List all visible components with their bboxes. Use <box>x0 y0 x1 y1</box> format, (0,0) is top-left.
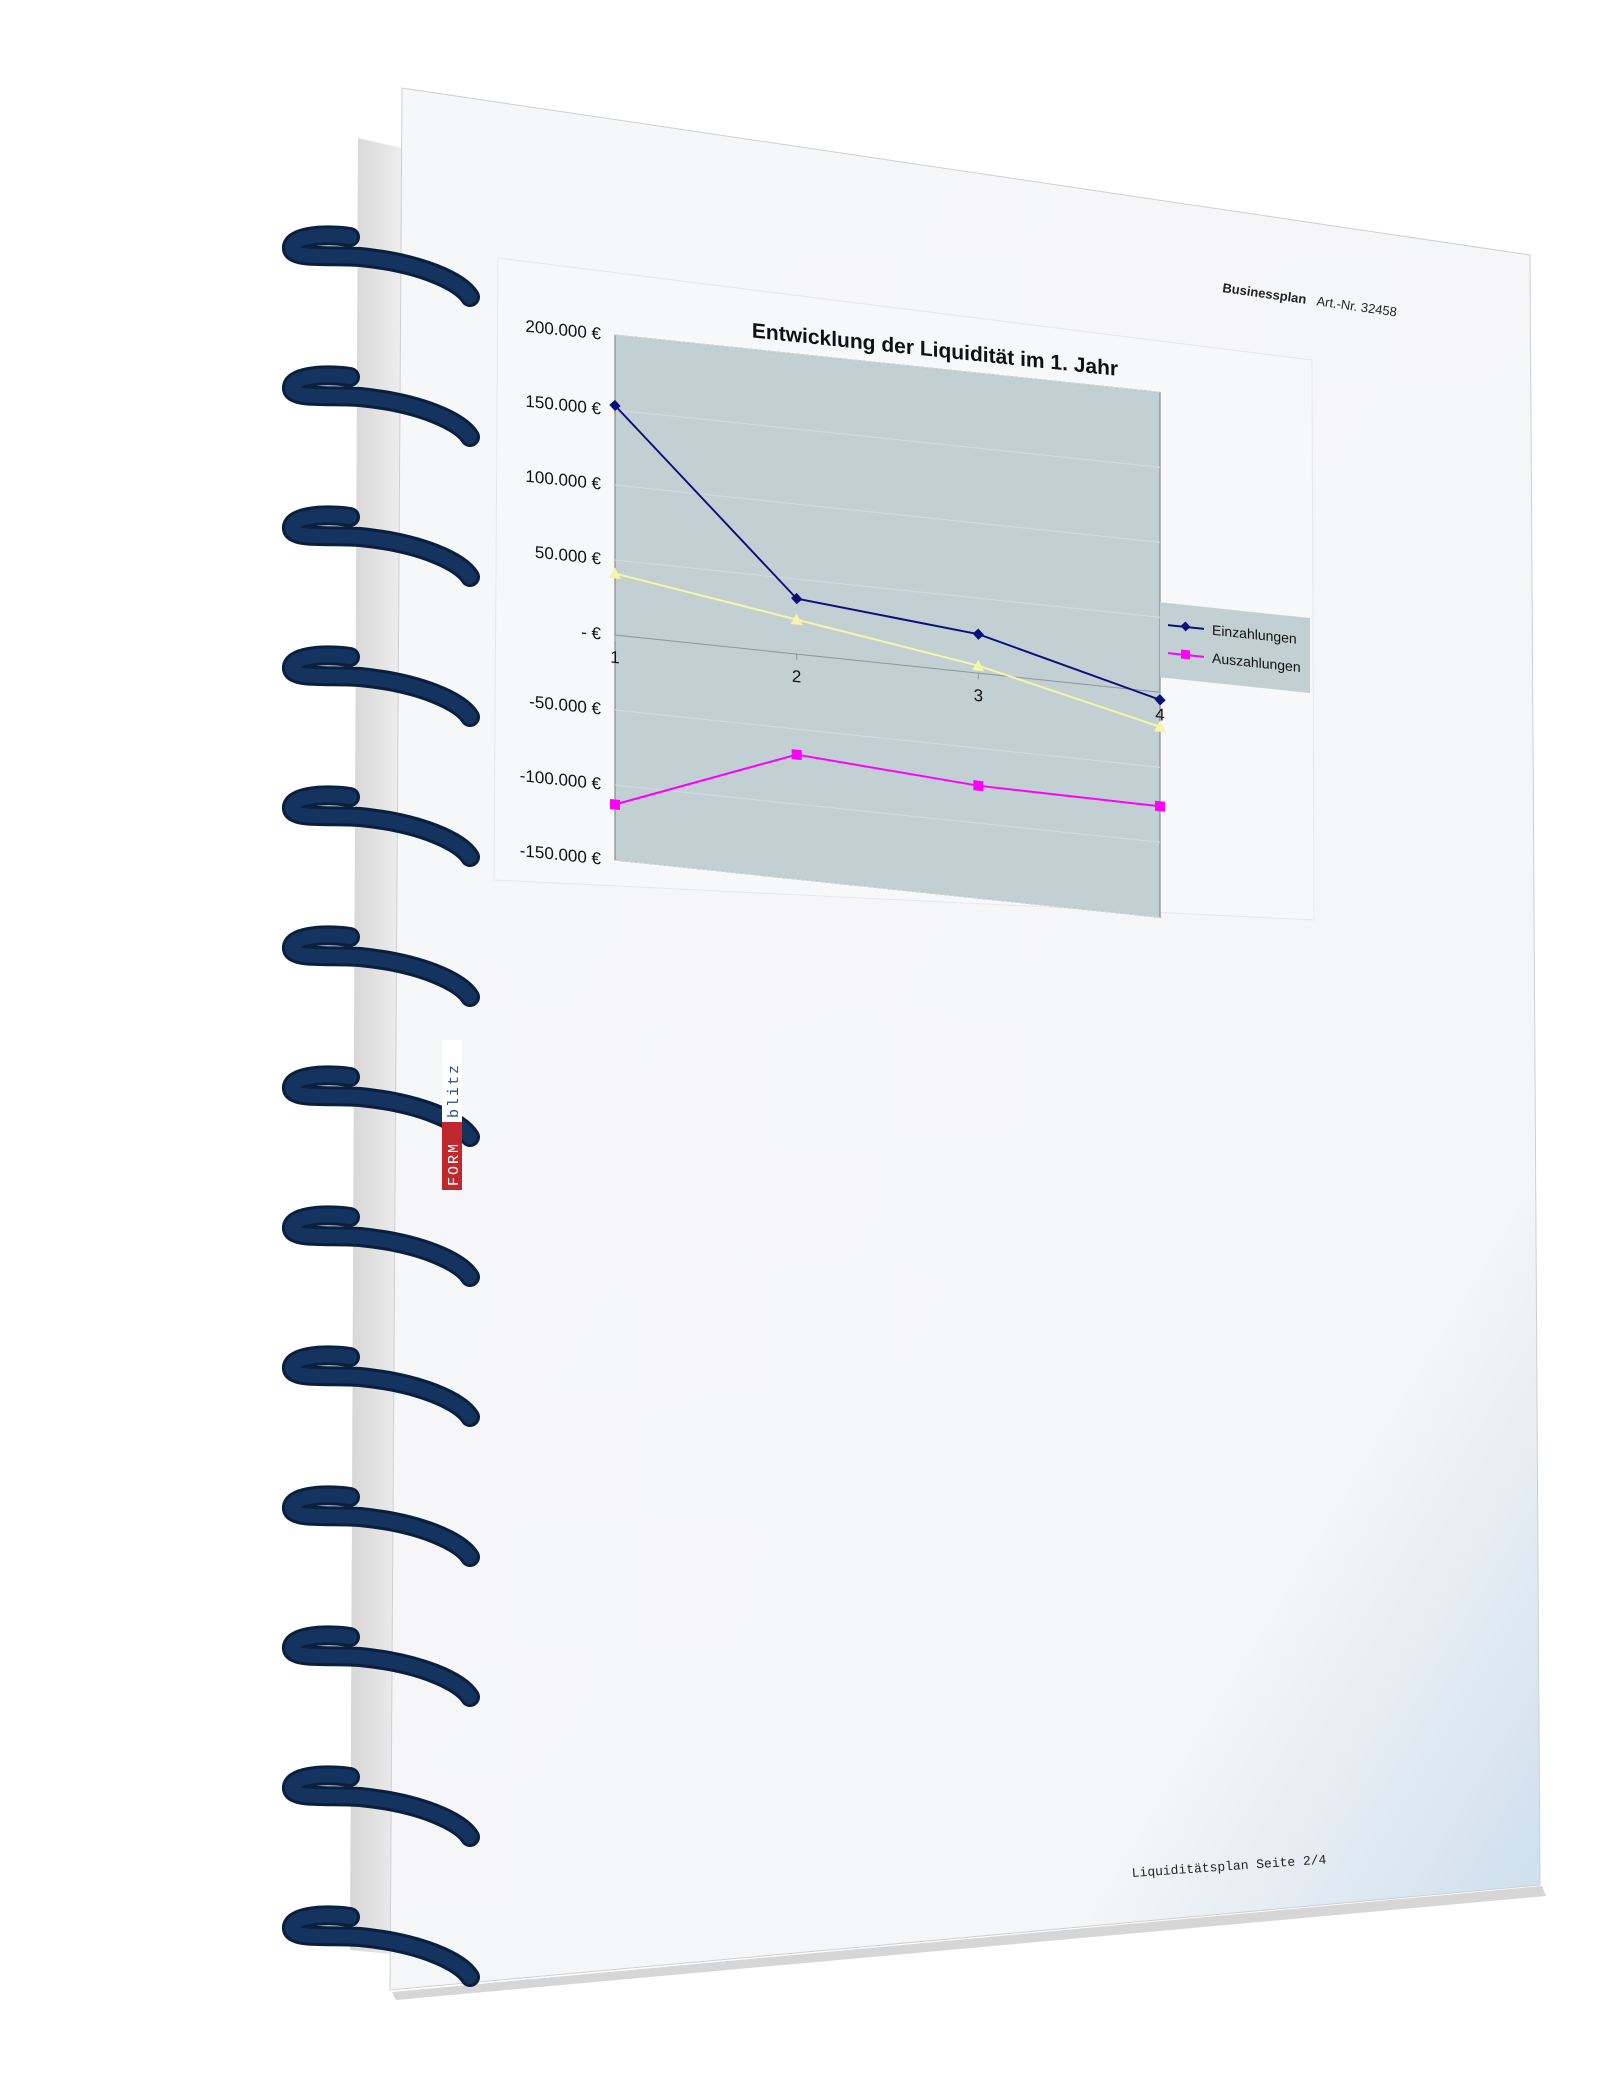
plot-area <box>614 334 1161 918</box>
gridline <box>615 859 1160 918</box>
spiral-binding <box>282 225 480 1987</box>
liquidity-chart: 200.000 €150.000 €100.000 €50.000 €- €-5… <box>520 317 1310 918</box>
gridline <box>615 634 1160 693</box>
spiral-coil-highlight <box>285 1628 477 1704</box>
logo-blitz: blitz <box>446 1063 463 1118</box>
logo-form: FORM <box>446 1142 463 1186</box>
x-tick-label: 1 <box>610 648 619 668</box>
data-point-auszahlungen <box>1155 800 1165 812</box>
back-page <box>350 138 402 1955</box>
legend-marker-diamond-icon <box>1180 621 1191 632</box>
spiral-coil-highlight <box>285 1908 477 1984</box>
spiral-coil-highlight <box>285 928 477 1004</box>
gridline <box>615 784 1160 843</box>
data-point-series-2 <box>790 613 803 626</box>
data-point-auszahlungen <box>791 749 802 761</box>
gridline <box>615 709 1160 768</box>
data-point-einzahlungen <box>791 592 803 605</box>
data-point-series-2 <box>972 659 985 672</box>
gridline <box>615 559 1160 618</box>
formblitz-logo: FORM blitz <box>442 1040 463 1190</box>
data-point-auszahlungen <box>973 780 984 792</box>
gridline <box>615 409 1160 468</box>
gridline <box>615 334 1160 393</box>
spiral-coil-highlight <box>285 1348 477 1424</box>
gridline <box>615 484 1160 543</box>
series-line-series-2 <box>614 572 1161 728</box>
x-tick-label: 2 <box>792 667 801 687</box>
data-point-einzahlungen <box>609 399 621 412</box>
data-point-series-2 <box>1154 720 1166 733</box>
spiral-coil-highlight <box>285 1768 477 1844</box>
spiral-coil-highlight <box>285 648 477 724</box>
series-line-auszahlungen <box>614 753 1161 808</box>
spiral-coil-highlight <box>285 508 477 584</box>
x-tick-label: 3 <box>974 686 983 706</box>
data-point-einzahlungen <box>972 628 984 640</box>
spiral-coil-highlight <box>285 228 477 304</box>
spiral-coil-highlight <box>285 368 477 444</box>
spiral-coil-highlight <box>285 1208 477 1284</box>
legend-marker-square-icon <box>1181 649 1190 660</box>
series-line-einzahlungen <box>614 404 1161 701</box>
y-tick-label: - € <box>581 622 601 643</box>
page-shadow <box>392 1886 1546 2000</box>
x-tick-label: 4 <box>1155 705 1164 725</box>
data-point-series-2 <box>609 567 621 580</box>
spiral-coil-highlight <box>285 788 477 864</box>
spiral-coil-highlight <box>285 1488 477 1564</box>
legend: Einzahlungen Auszahlungen <box>1160 602 1310 694</box>
data-point-einzahlungen <box>1154 694 1166 706</box>
data-point-auszahlungen <box>610 798 620 811</box>
